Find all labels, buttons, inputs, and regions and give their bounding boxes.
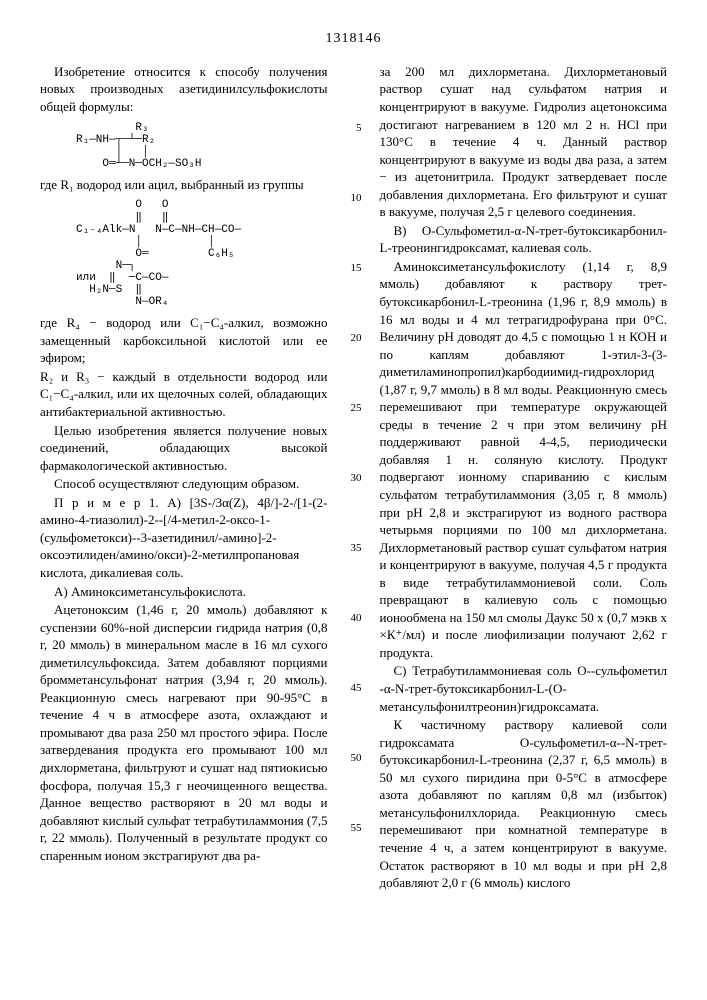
chemical-formula-2: O O ‖ ‖ C₁₋₄Alk—N N—C—NH—CH—CO— │ │ O═ C… (76, 199, 328, 308)
chemical-formula-1: R₃ R₁—NH—┬─┴─R₂ │ │ O═┴─N─OCH₂—SO₃H (76, 122, 328, 170)
right-p4: С) Тетрабутиламмониевая соль О--сульфоме… (380, 662, 668, 715)
line-mark-5: 5 (356, 121, 362, 136)
page-number: 1318146 (40, 30, 667, 49)
formula2-l6: N─┐ (76, 260, 328, 272)
line-mark-40: 40 (351, 611, 362, 626)
line-mark-50: 50 (351, 751, 362, 766)
formula2-l0: O O (76, 199, 328, 211)
two-column-layout: Изобретение относится к способу получени… (40, 63, 667, 893)
formula2-l9: N—OR₄ (76, 296, 328, 308)
line-mark-15: 15 (351, 261, 362, 276)
left-p1: Изобретение относится к способу получени… (40, 63, 328, 116)
line-mark-25: 25 (351, 401, 362, 416)
line-number-gutter: 5 10 15 20 25 30 35 40 45 50 55 (346, 63, 362, 893)
right-p5: К частичному раствору калиевой соли гидр… (380, 716, 668, 891)
formula1-l2: │ │ (76, 146, 328, 158)
line-mark-45: 45 (351, 681, 362, 696)
where-r4: где R₄ − водород или C₁−C₄-алкил, возмож… (40, 314, 328, 367)
where-r1: где R₁ водород или ацил, выбранный из гр… (40, 176, 328, 194)
where-r2r3: R₂ и R₃ − каждый в отдельности водород и… (40, 368, 328, 421)
left-column: Изобретение относится к способу получени… (40, 63, 328, 893)
formula2-l3: │ │ (76, 236, 328, 248)
line-mark-55: 55 (351, 821, 362, 836)
formula1-l1: R₁—NH—┬─┴─R₂ (76, 134, 328, 146)
formula2-l8: H₂N─S ‖ (76, 284, 328, 296)
right-p3: Аминоксиметансульфокислоту (1,14 г, 8,9 … (380, 258, 668, 662)
formula1-l3: O═┴─N─OCH₂—SO₃H (76, 158, 328, 170)
formula2-l1: ‖ ‖ (76, 212, 328, 224)
right-p1: за 200 мл дихлорметана. Дихлорметановый … (380, 63, 668, 221)
line-mark-35: 35 (351, 541, 362, 556)
right-p2: В) О-Сульфометил-α-N-трет-бутоксикарбони… (380, 222, 668, 257)
formula2-l4: O═ C₆H₅ (76, 248, 328, 260)
right-column: за 200 мл дихлорметана. Дихлорметановый … (380, 63, 668, 893)
left-p3: Способ осуществляют следующим образом. (40, 475, 328, 493)
line-mark-30: 30 (351, 471, 362, 486)
formula2-l7: или ‖ ─C—CO— (76, 272, 328, 284)
line-mark-10: 10 (351, 191, 362, 206)
line-mark-20: 20 (351, 331, 362, 346)
left-p4: П р и м е р 1. А) [3S-/3α(Z), 4β/]-2-/[1… (40, 494, 328, 582)
formula1-l0: R₃ (76, 122, 328, 134)
left-p2: Целью изобретения является получение нов… (40, 422, 328, 475)
left-p5: А) Аминоксиметансульфокислота. (40, 583, 328, 601)
formula2-l2: C₁₋₄Alk—N N—C—NH—CH—CO— (76, 224, 328, 236)
left-p6: Ацетоноксим (1,46 г, 20 ммоль) добавляют… (40, 601, 328, 864)
